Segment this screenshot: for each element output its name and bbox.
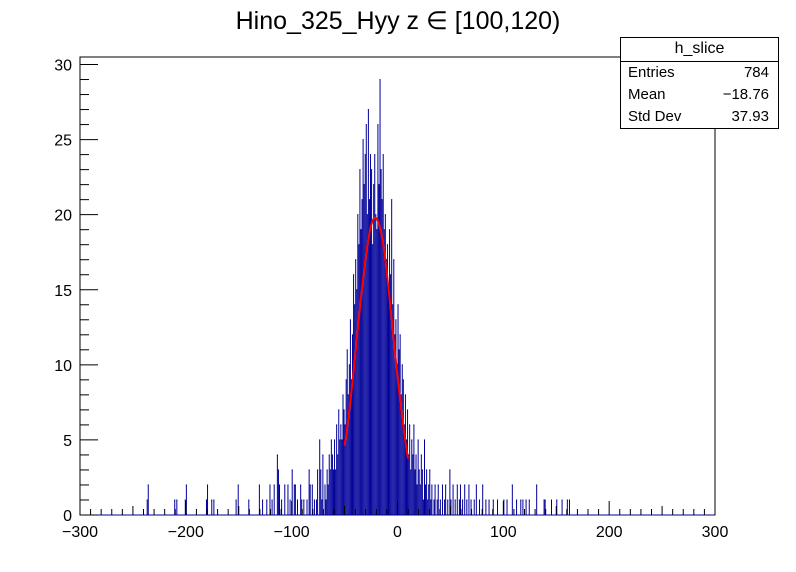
gaussian-fit (343, 216, 410, 459)
histogram-bars (80, 79, 715, 516)
y-tick-label: 5 (63, 433, 72, 450)
x-axis: −300 −200 −100 0 100 200 300 (62, 501, 728, 541)
y-tick-label: 10 (54, 358, 72, 375)
x-tick-label: 0 (393, 524, 402, 541)
y-axis: 0 5 10 15 20 25 30 (54, 58, 98, 525)
stats-mean-label: Mean (628, 86, 666, 103)
y-tick-label: 20 (54, 208, 72, 225)
stats-row-stddev: Std Dev 37.93 (621, 106, 778, 128)
x-tick-label: −200 (168, 524, 204, 541)
x-tick-label: −300 (62, 524, 98, 541)
stats-row-mean: Mean −18.76 (621, 84, 778, 106)
stats-box-title: h_slice (621, 38, 778, 62)
y-tick-label: 30 (54, 58, 72, 75)
y-tick-label: 25 (54, 133, 72, 150)
x-tick-label: 300 (702, 524, 729, 541)
stats-entries-value: 784 (743, 64, 769, 81)
stats-stddev-label: Std Dev (628, 108, 682, 125)
stats-stddev-value: 37.93 (731, 108, 769, 125)
y-tick-label: 0 (63, 508, 72, 525)
stats-entries-label: Entries (628, 64, 675, 81)
x-tick-label: −100 (274, 524, 310, 541)
x-tick-label: 100 (490, 524, 517, 541)
stats-mean-value: −18.76 (722, 86, 769, 103)
fit-curve (343, 216, 410, 459)
stats-row-entries: Entries 784 (621, 62, 778, 84)
chart-title: Hino_325_Hyy z ∈ [100,120) (235, 7, 561, 35)
stats-box: h_slice Entries 784 Mean −18.76 Std Dev … (620, 37, 779, 129)
x-tick-label: 200 (596, 524, 623, 541)
y-tick-label: 15 (54, 283, 72, 300)
